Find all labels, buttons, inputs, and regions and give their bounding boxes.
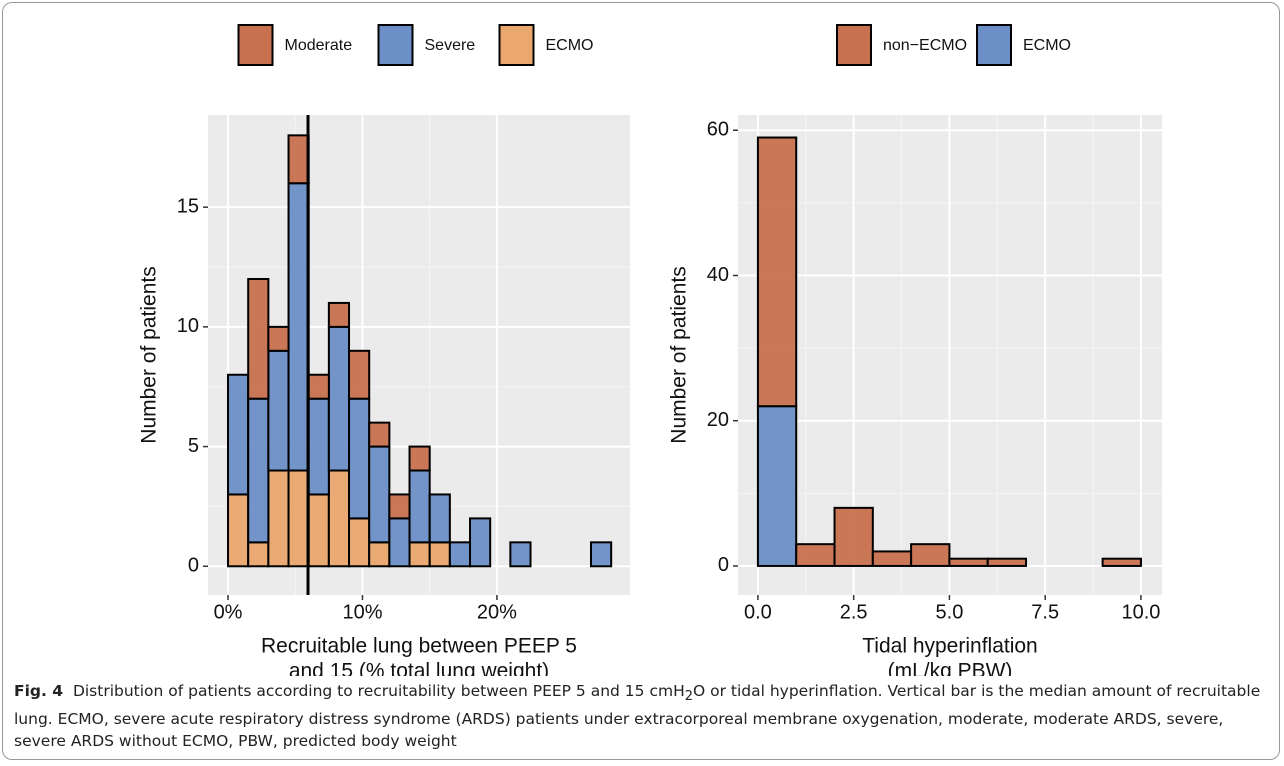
bar xyxy=(227,373,250,496)
legend-key xyxy=(237,24,274,66)
bar xyxy=(348,349,371,400)
y-tick-label: 0 xyxy=(188,555,199,577)
legend-label: Severe xyxy=(425,37,476,54)
y-tick-label: 20 xyxy=(707,409,729,431)
bar xyxy=(428,541,451,568)
y-tick-label: 15 xyxy=(177,195,199,217)
caption-label: Fig. 4 xyxy=(14,682,64,700)
bar xyxy=(948,557,989,567)
x-tick-label: 2.5 xyxy=(840,601,868,623)
x-tick-label: 0.0 xyxy=(744,601,772,623)
caption-sub: 2 xyxy=(684,689,693,705)
bar xyxy=(327,325,351,472)
bar xyxy=(795,543,836,567)
caption: Fig. 4 Distribution of patients accordin… xyxy=(14,680,1264,752)
x-tick-label: 5.0 xyxy=(936,601,964,623)
chart: 0 5 10 15 0% 10% 20% Recruitable lung between P… xyxy=(138,24,1162,676)
caption-text: O or tidal hyperinflation. Vertical bar … xyxy=(14,682,1261,751)
bar xyxy=(247,277,270,400)
legend-label: ECMO xyxy=(546,37,594,54)
y-axis-label: Number of patients xyxy=(138,266,161,443)
bar xyxy=(448,541,472,568)
bar xyxy=(327,301,351,328)
x-axis-label: (mL/kg PBW) xyxy=(888,660,1013,676)
bar xyxy=(267,325,290,352)
bar xyxy=(590,541,613,568)
bar xyxy=(756,136,798,408)
legend-label: Moderate xyxy=(285,37,353,54)
y-tick-label: 5 xyxy=(188,435,199,457)
bar xyxy=(871,550,913,567)
x-tick-label: 0% xyxy=(214,601,243,623)
bar xyxy=(267,349,290,472)
bar xyxy=(408,469,431,544)
bar xyxy=(307,373,330,400)
bar xyxy=(910,543,951,567)
legend-key xyxy=(976,24,1012,66)
x-tick-label: 20% xyxy=(477,601,517,623)
bar xyxy=(408,445,431,472)
bar xyxy=(368,541,391,568)
y-tick-label: 0 xyxy=(718,554,729,576)
bar xyxy=(307,493,330,568)
bar xyxy=(267,469,290,568)
bar xyxy=(247,397,270,544)
x-tick-label: 7.5 xyxy=(1031,601,1059,623)
y-tick-label: 60 xyxy=(707,119,729,141)
y-axis-label: Number of patients xyxy=(668,266,691,443)
bar xyxy=(388,493,411,520)
x-tick-label: 10.0 xyxy=(1121,601,1160,623)
bar xyxy=(1101,557,1142,567)
legend-key xyxy=(836,24,872,66)
bar xyxy=(428,493,451,544)
bar xyxy=(287,182,310,472)
legend-label: non−ECMO xyxy=(883,37,967,54)
x-tick-label: 10% xyxy=(342,601,382,623)
bar xyxy=(408,541,431,568)
bar xyxy=(388,517,411,568)
legend-key xyxy=(498,24,535,66)
bar xyxy=(327,469,351,568)
bar xyxy=(756,405,798,567)
bar xyxy=(348,397,371,520)
bar xyxy=(247,541,270,568)
bar xyxy=(368,445,391,544)
legend-label: ECMO xyxy=(1023,37,1071,54)
bar xyxy=(986,557,1028,567)
bar xyxy=(287,469,310,568)
bar xyxy=(509,541,532,568)
bar xyxy=(368,421,391,448)
bar xyxy=(833,506,874,567)
x-axis-label: and 15 (% total lung weight) xyxy=(289,660,549,676)
y-tick-label: 10 xyxy=(177,315,199,337)
bar xyxy=(469,517,492,568)
y-tick-label: 40 xyxy=(707,264,729,286)
legend-key xyxy=(377,24,414,66)
bar xyxy=(348,517,371,568)
bar xyxy=(227,493,250,568)
x-axis-label: Recruitable lung between PEEP 5 xyxy=(261,635,577,658)
caption-text: Distribution of patients according to re… xyxy=(72,682,685,700)
bar xyxy=(287,134,310,185)
bar xyxy=(307,397,330,496)
x-axis-label: Tidal hyperinflation xyxy=(862,635,1038,658)
